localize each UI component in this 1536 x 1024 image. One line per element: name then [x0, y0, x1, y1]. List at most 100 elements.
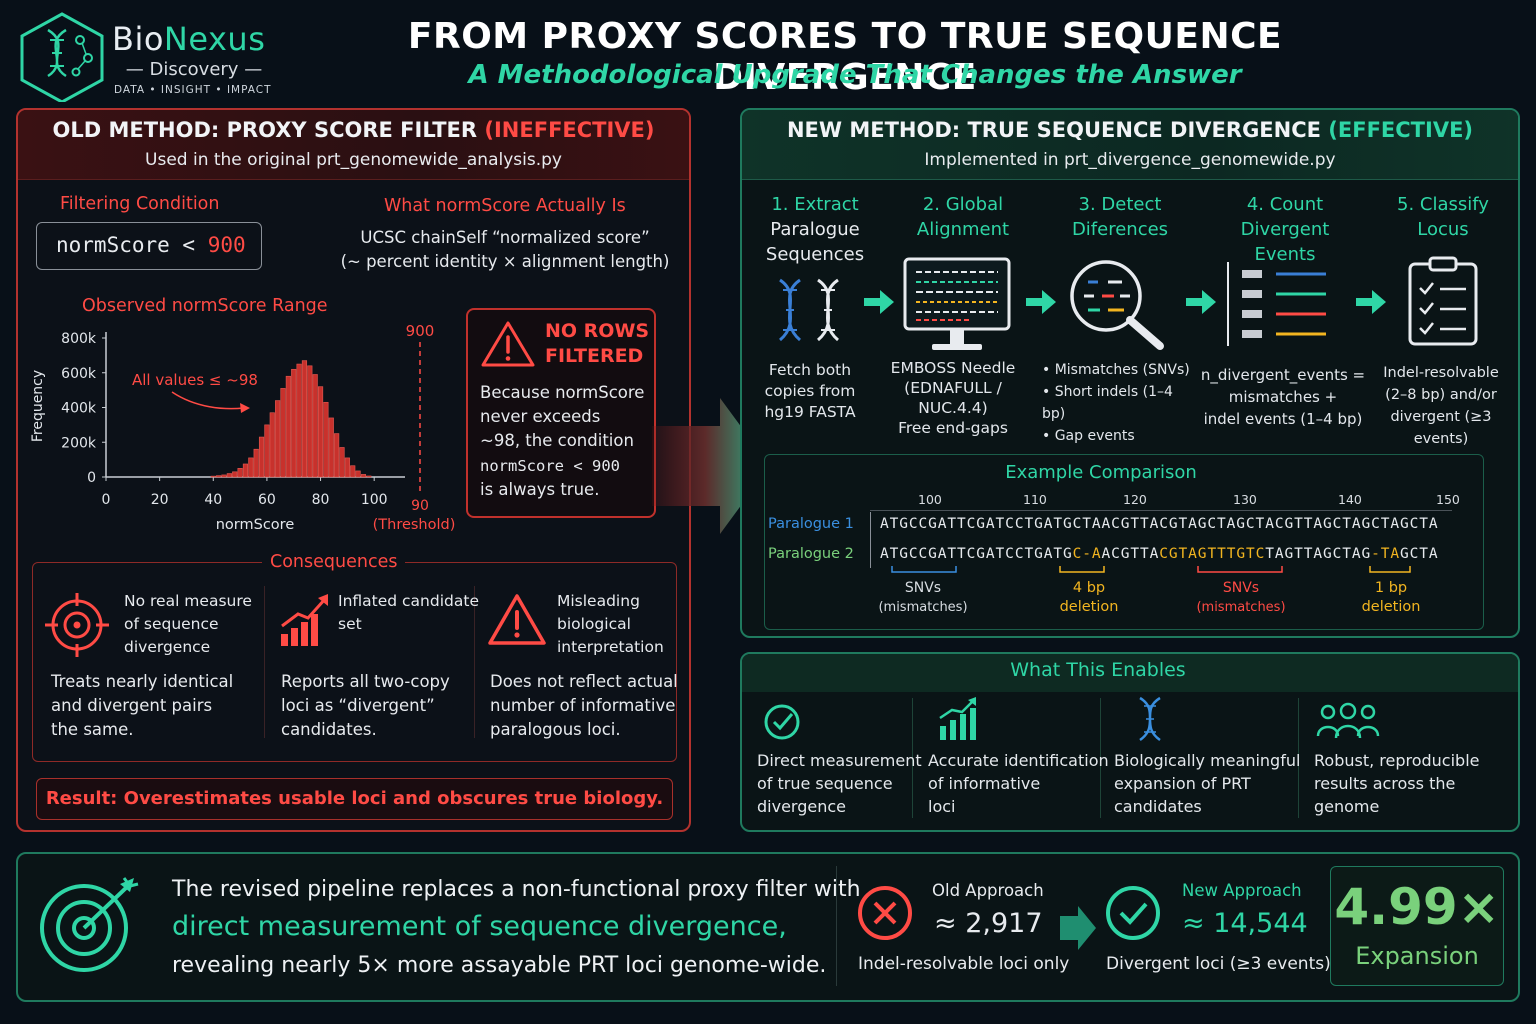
arrow-right-icon [864, 290, 894, 314]
no-rows-text-line1: Because normScore [480, 383, 645, 402]
brand-name: BioNexus [112, 20, 266, 58]
normscore-histogram: 0 200k 400k 600k 800k 0 20 40 60 80 100 Frequency no… [30, 322, 456, 533]
summary-line1: The revised pipeline replaces a non-func… [172, 877, 861, 902]
position-100: 100 [918, 492, 942, 507]
histogram-bar [355, 470, 361, 478]
filter-condition-box [36, 222, 262, 270]
histogram-bar [253, 448, 259, 478]
people-icon [1316, 702, 1380, 739]
enable-1-text: Direct measurement of true sequence diverg… [757, 751, 922, 816]
histogram-bar [216, 475, 222, 478]
dna-icon [1139, 696, 1161, 742]
position-140: 140 [1338, 492, 1362, 507]
monitor-alignment-icon [903, 257, 1011, 350]
histogram-bar [334, 433, 340, 478]
example-comparison-box [764, 454, 1484, 630]
new-method-subtitle: Implemented in prt_divergence_genomewide… [924, 150, 1336, 170]
check-circle-icon [764, 704, 800, 740]
histogram-bar [280, 388, 286, 478]
histogram-bar [291, 368, 297, 478]
position-150: 150 [1436, 492, 1460, 507]
histogram-bar [296, 363, 302, 478]
x-circle-icon [858, 886, 912, 940]
consequences-label: Consequences [262, 552, 406, 572]
histogram-bar [210, 475, 216, 478]
divider [1298, 698, 1299, 818]
histogram-bar [323, 401, 329, 478]
old-method-subtitle: Used in the original prt_genomewide_anal… [145, 150, 562, 170]
page-title: FROM PROXY SCORES TO TRUE SEQUENCE DIVER… [407, 16, 1283, 98]
annotation-arrow [171, 391, 245, 410]
expansion-value: 4.99× [1334, 878, 1500, 936]
no-rows-text-line2: never exceeds [480, 407, 601, 426]
histogram-bar [339, 447, 345, 478]
consequence-1-heading: No real measure of sequence divergence [124, 592, 252, 656]
new-method-title: NEW METHOD: TRUE SEQUENCE DIVERGENCE (EF… [786, 118, 1474, 142]
consequence-2-desc: Reports all two-copy loci as “divergent” c… [281, 672, 450, 739]
result-box [36, 778, 673, 820]
divider [264, 586, 265, 738]
paralogue-1-sequence: ATGCCGATTCGATCCTGATGCTAACGTTACGTAGCTAGCT… [880, 516, 1439, 532]
histogram-bar [248, 457, 254, 478]
y-tick-label: 800k [61, 331, 97, 347]
new-approach-caption: Divergent loci (≥3 events) [1106, 954, 1331, 974]
sequence-bracket [870, 512, 871, 568]
no-rows-text-line4: is always true. [480, 480, 600, 499]
expansion-box [1330, 866, 1504, 986]
histogram-bar [344, 457, 350, 478]
arrow-right-icon [1026, 290, 1056, 314]
no-rows-code: normScore < 900 [480, 457, 620, 475]
step-2-title: 2. Global Alignment [916, 194, 1010, 240]
histogram-bar [301, 360, 308, 478]
enable-4-text: Robust, reproducible results across the ge… [1314, 751, 1480, 816]
consequence-3-desc: Does not reflect actual number of informa… [490, 672, 678, 739]
step-2-desc: EMBOSS Needle (EDNAFULL / NUC.4.4) Free end… [890, 359, 1016, 437]
step-5-title: 5. Classify Locus [1397, 194, 1489, 240]
histogram-bar [360, 474, 367, 478]
consequence-1-desc: Treats nearly identical and divergent pai… [51, 672, 234, 739]
paralogue-2-sequence: ATGCCGATTCGATCCTGATGC-AACGTTACGTAGTTTGTC… [880, 546, 1439, 562]
histogram-bar [226, 473, 232, 478]
consequence-2-heading: Inflated candidate set [338, 592, 479, 633]
annotation-brackets [891, 566, 1411, 573]
x-tick-label: 80 [312, 492, 330, 508]
brand-subtitle: — Discovery — [125, 59, 263, 80]
y-tick-label: 0 [87, 470, 96, 486]
step-3-title: 3. Detect Diferences [1071, 194, 1169, 240]
page-subtitle: A Methodological Upgrade That Changes th… [468, 60, 1242, 90]
x-axis-label: normScore [216, 517, 295, 533]
annotation-arrowhead [240, 403, 250, 413]
target-arrow-icon [40, 877, 139, 972]
new-approach-label: New Approach [1182, 881, 1302, 900]
enable-3-text: Biologically meaningful expansion of PRT c… [1114, 751, 1301, 816]
old-approach-label: Old Approach [932, 881, 1044, 900]
step-3-desc: • Mismatches (SNVs) • Short indels (1–4 b… [1042, 362, 1190, 444]
paralogue-1-label: Paralogue 1 [768, 516, 854, 532]
y-tick-label: 200k [61, 435, 97, 451]
warning-icon [481, 321, 535, 367]
enables-title: What This Enables [1010, 659, 1186, 681]
annotation-snvs-1: SNVs (mismatches) [878, 580, 968, 615]
histogram-bar [307, 365, 313, 478]
histogram-bar [328, 417, 334, 478]
old-approach-caption: Indel-resolvable loci only [858, 954, 1070, 974]
check-circle-icon [1106, 886, 1160, 940]
enables-header [742, 654, 1518, 692]
no-rows-title-line2: FILTERED [545, 345, 644, 367]
step-4-desc: n_divergent_events = mismatches + indel ev… [1200, 366, 1366, 428]
summary-line3: revealing nearly 5× more assayable PRT l… [172, 953, 827, 978]
threshold-caption: (Threshold) [373, 517, 456, 533]
annotation-4bp-deletion: 4 bp deletion [1059, 580, 1119, 615]
histogram-bar [312, 374, 318, 478]
example-title: Example Comparison [1005, 462, 1197, 483]
step-4-title: 4. Count Divergent Events [1240, 194, 1330, 265]
consequence-3-heading: Misleading biological interpretation [557, 592, 664, 656]
divider [1100, 698, 1101, 818]
y-axis-label: Frequency [30, 370, 46, 442]
histogram-bar [366, 475, 372, 478]
new-approach-value: ≈ 14,544 [1182, 908, 1308, 939]
step-5-desc: Indel-resolvable (2–8 bp) and/or divergent… [1383, 365, 1499, 447]
position-ruler [870, 510, 1452, 511]
normscore-definition-line1: UCSC chainSelf “normalized score” [360, 228, 650, 247]
paralogue-2-label: Paralogue 2 [768, 546, 854, 562]
